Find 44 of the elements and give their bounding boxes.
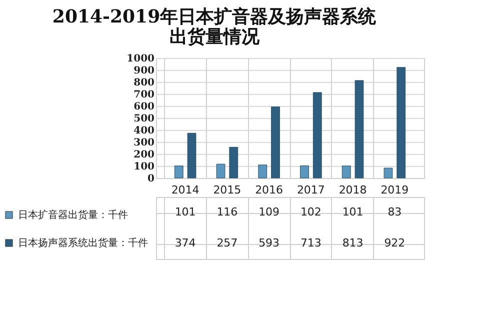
y-tick-label: 0 [148, 174, 155, 184]
data-label: 102 [300, 206, 322, 218]
y-tick-label: 700 [134, 90, 155, 100]
y-tick-label: 600 [134, 102, 155, 112]
data-label: 713 [300, 236, 322, 250]
y-tick-label: 100 [134, 162, 155, 172]
y-tick-label: 500 [134, 114, 155, 124]
y-tick-label: 1000 [126, 54, 155, 64]
chart-title: 2014-2019年日本扩音器及扬声器系统出货量情况 [52, 6, 378, 48]
data-label: 374 [174, 236, 196, 250]
data-label: 593 [258, 236, 280, 250]
bar [216, 164, 226, 178]
x-tick-label: 2018 [338, 184, 367, 196]
legend-label: 日本扬声器系统出货量：千件 [18, 237, 148, 249]
bar [312, 92, 322, 178]
bar [187, 132, 196, 178]
bar [396, 67, 406, 178]
x-tick-label: 2015 [213, 184, 242, 196]
data-label: 109 [258, 206, 280, 218]
bar [300, 166, 309, 178]
bar [271, 106, 280, 178]
legend-label: 日本扩音器出货量：千件 [18, 209, 128, 221]
y-tick-label: 300 [134, 138, 155, 148]
bar [354, 80, 364, 178]
x-tick-label: 2016 [255, 184, 284, 196]
data-label: 83 [388, 206, 402, 218]
y-tick-label: 400 [134, 126, 155, 136]
y-tick-label: 900 [134, 66, 155, 76]
bar [384, 168, 393, 178]
data-label: 116 [216, 206, 238, 218]
data-label: 813 [342, 236, 364, 250]
bar [229, 146, 238, 178]
data-label: 922 [384, 236, 406, 250]
bar [174, 166, 184, 178]
bar [258, 164, 268, 178]
x-tick-label: 2019 [380, 184, 409, 196]
y-tick-label: 200 [134, 150, 155, 160]
data-label: 257 [216, 236, 238, 250]
bar [342, 166, 351, 178]
x-tick-label: 2017 [296, 184, 325, 196]
data-label: 101 [174, 206, 196, 218]
x-tick-label: 2014 [171, 184, 200, 196]
data-label: 101 [342, 206, 364, 218]
y-tick-label: 800 [134, 78, 155, 88]
